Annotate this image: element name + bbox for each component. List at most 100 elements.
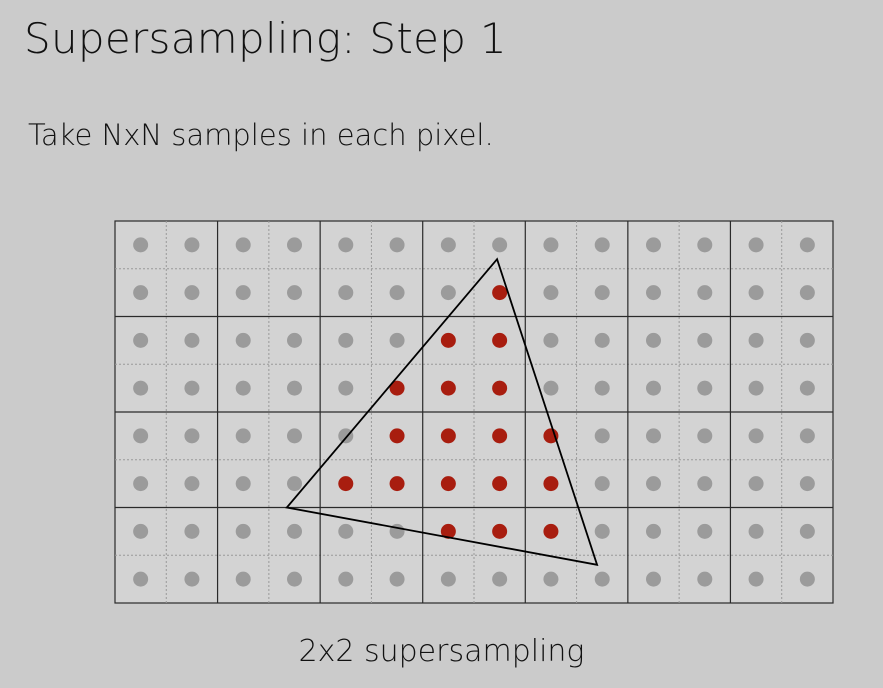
sample-point-uncovered [697,523,713,539]
sample-point-uncovered [235,285,251,301]
sample-point-uncovered [338,380,354,396]
sample-point-uncovered [492,237,508,253]
sample-point-covered [440,380,456,396]
sample-point-uncovered [389,285,405,301]
slide-body-text: Take NxN samples in each pixel. [28,118,494,152]
sample-point-uncovered [799,571,815,587]
sample-point-covered [492,523,508,539]
sample-point-uncovered [133,332,149,348]
sample-point-uncovered [389,237,405,253]
diagram-caption: 2x2 supersampling [298,634,585,669]
sample-point-uncovered [799,332,815,348]
sample-point-uncovered [338,332,354,348]
sample-point-uncovered [594,237,610,253]
sample-point-covered [543,476,559,492]
sample-point-uncovered [697,428,713,444]
sample-point-uncovered [594,332,610,348]
sample-point-covered [492,476,508,492]
sample-point-uncovered [594,523,610,539]
sample-point-uncovered [389,571,405,587]
sample-point-uncovered [287,332,302,348]
sample-point-uncovered [133,237,149,253]
sample-point-uncovered [133,571,149,587]
sample-point-uncovered [492,571,508,587]
sample-point-uncovered [748,332,764,348]
sample-point-uncovered [646,428,661,444]
sample-point-uncovered [235,237,251,253]
sample-point-uncovered [338,523,354,539]
sample-point-uncovered [799,237,815,253]
pixel-boundary-lines [115,221,833,603]
sample-point-uncovered [440,285,456,301]
sample-point-uncovered [748,476,764,492]
sample-point-uncovered [646,285,661,301]
sample-point-uncovered [133,428,149,444]
sample-point-uncovered [543,237,559,253]
sample-point-uncovered [184,237,200,253]
sample-point-covered [440,523,456,539]
sample-point-covered [389,428,405,444]
sample-point-uncovered [594,476,610,492]
sample-point-uncovered [543,332,559,348]
sample-point-uncovered [748,237,764,253]
sample-point-covered [440,428,456,444]
sample-point-covered [492,332,508,348]
sample-point-uncovered [235,380,251,396]
sample-point-uncovered [287,237,302,253]
sample-point-covered [543,523,559,539]
sample-point-uncovered [338,285,354,301]
sample-point-uncovered [646,237,661,253]
sample-point-uncovered [184,476,200,492]
sample-point-uncovered [133,523,149,539]
sample-point-covered [492,428,508,444]
sample-point-uncovered [748,380,764,396]
sample-point-uncovered [697,571,713,587]
sample-point-uncovered [235,428,251,444]
sample-point-uncovered [338,571,354,587]
sample-point-uncovered [184,380,200,396]
sample-point-uncovered [594,428,610,444]
sample-point-uncovered [646,332,661,348]
sample-point-covered [338,476,354,492]
triangle-outline [285,257,599,566]
sample-point-uncovered [594,571,610,587]
sample-point-uncovered [440,571,456,587]
sample-point-uncovered [799,428,815,444]
sample-point-uncovered [389,332,405,348]
sample-point-covered [440,332,456,348]
sample-point-uncovered [594,285,610,301]
sample-point-uncovered [697,380,713,396]
sample-point-uncovered [133,380,149,396]
sample-point-uncovered [748,428,764,444]
sample-point-uncovered [697,237,713,253]
sample-point-covered [440,476,456,492]
sample-point-uncovered [646,476,661,492]
sample-point-uncovered [133,476,149,492]
sample-point-uncovered [184,428,200,444]
sample-point-uncovered [235,476,251,492]
sample-point-uncovered [799,476,815,492]
sample-point-uncovered [184,571,200,587]
sample-point-covered [492,285,508,301]
sample-point-uncovered [235,332,251,348]
sample-point-uncovered [799,523,815,539]
sample-point-uncovered [133,285,149,301]
sample-point-uncovered [543,571,559,587]
sample-point-uncovered [543,380,559,396]
sample-point-uncovered [235,523,251,539]
sample-point-covered [543,428,559,444]
sample-point-uncovered [440,237,456,253]
sample-point-uncovered [287,380,302,396]
sample-point-uncovered [646,523,661,539]
sample-point-uncovered [646,380,661,396]
sample-point-uncovered [184,285,200,301]
sample-point-uncovered [646,571,661,587]
sample-point-uncovered [287,285,302,301]
sample-points [133,237,815,587]
sample-point-uncovered [338,237,354,253]
sample-point-uncovered [697,332,713,348]
sample-point-uncovered [543,285,559,301]
sample-point-uncovered [799,380,815,396]
sample-point-uncovered [184,332,200,348]
